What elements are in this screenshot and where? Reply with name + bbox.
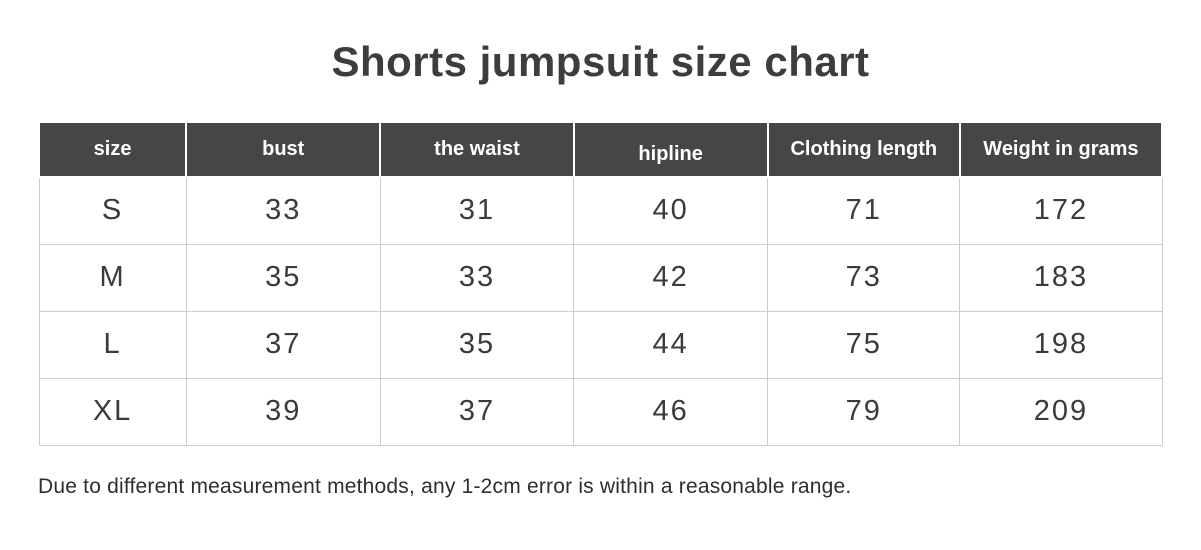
size-cell: M [38,243,187,312]
hipline-cell: 44 [573,310,769,379]
hipline-cell: 40 [573,176,769,245]
bust-cell: 33 [185,176,381,245]
waist-cell: 33 [379,243,575,312]
bust-cell: 39 [185,377,381,446]
header-row: size bust the waist hipline Clothing len… [37,121,1164,178]
table-row-l: L 37 35 44 75 198 [38,310,1163,379]
size-cell: XL [38,377,187,446]
waist-cell: 37 [379,377,575,446]
weight-cell: 209 [959,377,1163,446]
clothing-length-cell: 75 [767,310,961,379]
column-header-size: size [37,121,188,178]
column-header-hipline: hipline [572,121,769,178]
page-title: Shorts jumpsuit size chart [331,38,870,85]
size-chart-table: size bust the waist hipline Clothing len… [37,121,1164,446]
table-row-m: M 35 33 42 73 183 [38,243,1163,312]
bust-cell: 35 [185,243,381,312]
measurement-disclaimer: Due to different measurement methods, an… [38,475,852,498]
hipline-cell: 42 [573,243,769,312]
clothing-length-cell: 79 [767,377,961,446]
table-row-s: S 33 31 40 71 172 [38,176,1163,245]
weight-cell: 172 [959,176,1163,245]
table-row-xl: XL 39 37 46 79 209 [38,377,1163,446]
weight-cell: 183 [959,243,1163,312]
weight-cell: 198 [959,310,1163,379]
column-header-clothing-length: Clothing length [766,121,961,178]
table-header: size bust the waist hipline Clothing len… [37,121,1164,178]
column-header-waist: the waist [379,121,575,178]
waist-cell: 35 [379,310,575,379]
clothing-length-cell: 71 [767,176,961,245]
table-body: S 33 31 40 71 172 M 35 33 42 73 183 L 37… [38,176,1163,446]
column-header-weight: Weight in grams [958,121,1164,178]
size-cell: S [38,176,187,245]
hipline-cell: 46 [573,377,769,446]
size-cell: L [38,310,187,379]
bust-cell: 37 [185,310,381,379]
clothing-length-cell: 73 [767,243,961,312]
column-header-bust: bust [185,121,382,178]
waist-cell: 31 [379,176,575,245]
